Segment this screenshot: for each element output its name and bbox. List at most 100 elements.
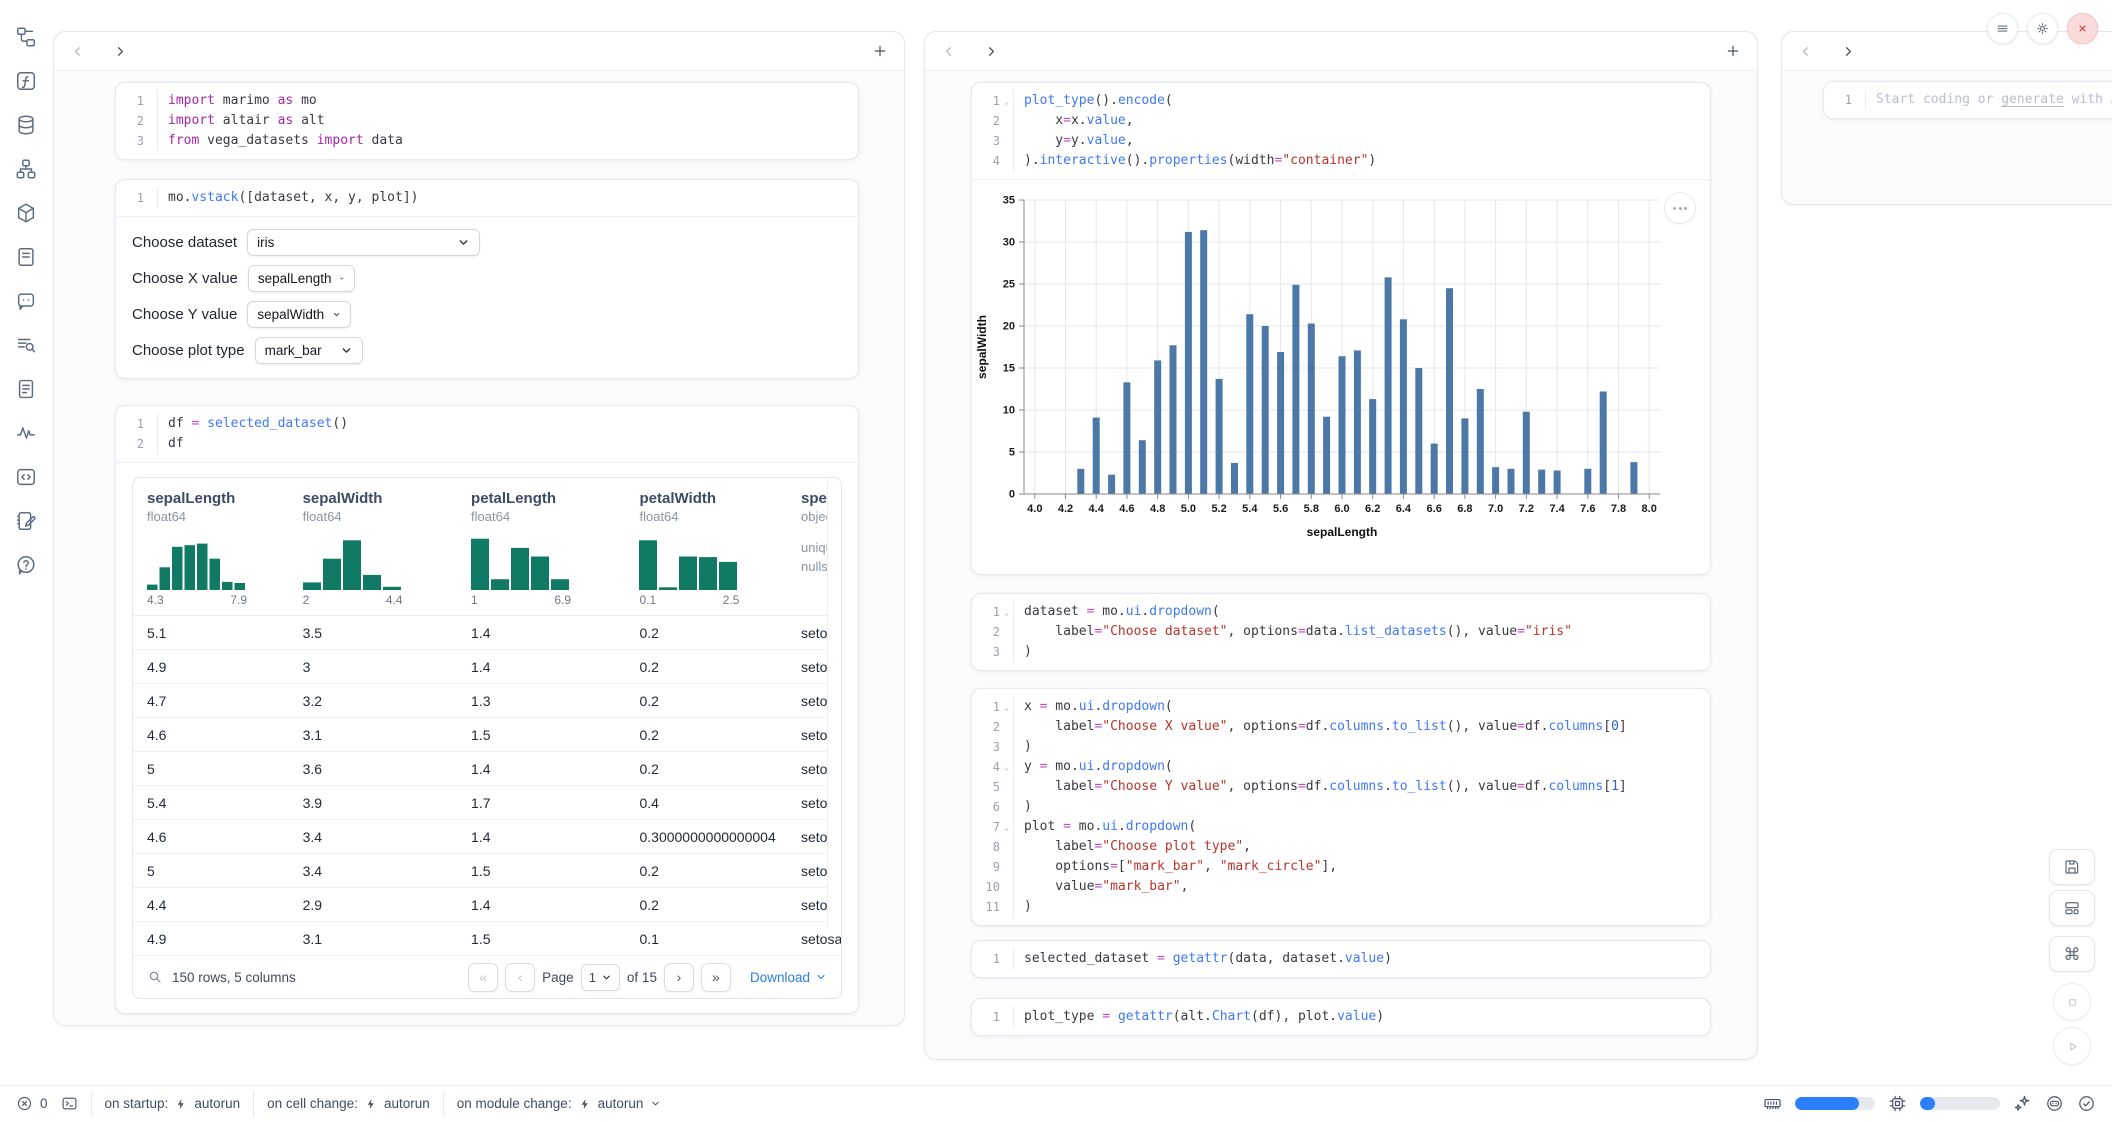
sidebar-item-help[interactable]	[9, 550, 43, 580]
code-editor[interactable]: 1 plot_type = getattr(alt.Chart(df), plot…	[972, 999, 1710, 1035]
code-editor[interactable]: 1 ⌄ x = mo.ui.dropdown(2 label="Choose X v…	[972, 689, 1710, 925]
code-line: 1 selected_dataset = getattr(data, datase…	[972, 949, 1710, 969]
table-scrollbar[interactable]	[827, 478, 841, 930]
sidebar-item-document[interactable]	[9, 374, 43, 404]
page-number-select[interactable]: 1	[580, 963, 620, 991]
svg-text:4.4: 4.4	[1089, 503, 1105, 515]
last-page-button[interactable]: »	[700, 962, 731, 992]
menu-button[interactable]	[1987, 13, 2018, 44]
code-editor[interactable]: 1 selected_dataset = getattr(data, datase…	[972, 941, 1710, 977]
stop-button[interactable]	[2053, 983, 2091, 1021]
code-line: 1 ⌄ x = mo.ui.dropdown(	[972, 697, 1710, 717]
cpu-icon	[1889, 1095, 1906, 1112]
code-editor[interactable]: 1 import marimo as mo 2 import altair as al…	[116, 83, 858, 159]
sidebar-item-dependency-graph[interactable]	[9, 154, 43, 184]
table-cell: 0.4	[639, 794, 659, 811]
table-cell: 1.7	[471, 794, 491, 811]
settings-button[interactable]	[2027, 13, 2058, 44]
sidebar-item-package[interactable]	[9, 198, 43, 228]
terminal-icon	[62, 1097, 76, 1110]
sidebar-item-list-search[interactable]	[9, 330, 43, 360]
svg-text:4.6: 4.6	[1119, 503, 1134, 515]
column-header-sepalWidth[interactable]: sepalWidth float64 2 4.4	[302, 490, 403, 607]
column-histogram[interactable]	[147, 536, 247, 590]
plot-type-select[interactable]: mark_bar	[254, 337, 363, 364]
copilot-icon[interactable]	[2045, 1094, 2064, 1113]
x-value-select[interactable]: sepalLength	[247, 265, 355, 292]
column-header-sepalLength[interactable]: sepalLength float64 4.3 7.9	[147, 490, 247, 607]
table-footer: 150 rows, 5 columns « ‹ Page 1 of 15 › »…	[133, 956, 841, 998]
keyboard-shortcuts-button[interactable]: ⌘	[2049, 936, 2095, 972]
x-value-label: Choose X value	[132, 270, 238, 287]
chart-menu-button[interactable]	[1664, 192, 1696, 224]
table-row[interactable]: 5 3.4 1.5 0.2 setosa	[133, 854, 841, 888]
code-editor[interactable]: 1 ⌄ plot_type().encode(2 x=x.value, 3 y=y.v…	[972, 83, 1710, 179]
y-value-label: Choose Y value	[132, 306, 238, 323]
sidebar-item-activity[interactable]	[9, 418, 43, 448]
table-row[interactable]: 4.6 3.1 1.5 0.2 setosa	[133, 718, 841, 752]
code-editor[interactable]: 1 ⌄ dataset = mo.ui.dropdown(2 label="Choo…	[972, 594, 1710, 670]
chevron-left-icon[interactable]	[941, 44, 956, 59]
svg-text:4.8: 4.8	[1150, 503, 1165, 515]
table-row[interactable]: 4.4 2.9 1.4 0.2 setosa	[133, 888, 841, 922]
function-icon	[17, 72, 35, 90]
column-histogram[interactable]	[302, 536, 403, 590]
chevron-right-icon[interactable]	[984, 44, 999, 59]
add-cell-button[interactable]	[1725, 43, 1741, 59]
code-editor[interactable]: 1 mo.vstack([dataset, x, y, plot])	[116, 180, 858, 216]
next-page-button[interactable]: ›	[663, 962, 694, 992]
chevron-right-icon[interactable]	[1841, 44, 1856, 59]
control-row-y: Choose Y value sepalWidth	[132, 301, 842, 328]
ai-sparkle-icon[interactable]	[2013, 1094, 2032, 1113]
table-row[interactable]: 5.1 3.5 1.4 0.2 setosa	[133, 616, 841, 650]
sidebar-item-code-snippet[interactable]	[9, 462, 43, 492]
connection-status-icon[interactable]	[2077, 1094, 2096, 1113]
sidebar-item-database[interactable]	[9, 110, 43, 140]
runtime-config-0[interactable]: on startup: autorun	[104, 1096, 241, 1111]
save-button[interactable]	[2049, 849, 2095, 885]
y-value-select[interactable]: sepalWidth	[247, 301, 352, 328]
sidebar-item-file-tree[interactable]	[9, 22, 43, 52]
error-indicator[interactable]: 0	[16, 1095, 48, 1112]
code-line: 1 plot_type = getattr(alt.Chart(df), plot…	[972, 1007, 1710, 1027]
search-icon[interactable]	[147, 969, 163, 985]
runtime-config-2[interactable]: on module change: autorun	[457, 1096, 662, 1111]
sidebar-item-function[interactable]	[9, 66, 43, 96]
sidebar-item-scroll[interactable]	[9, 242, 43, 272]
code-cell-xyplot: 1 ⌄ x = mo.ui.dropdown(2 label="Choose X v…	[971, 688, 1711, 926]
svg-text:5.0: 5.0	[1181, 503, 1196, 515]
download-button[interactable]: Download	[750, 970, 827, 985]
code-line: 2 label="Choose X value", options=df.col…	[972, 717, 1710, 737]
terminal-button[interactable]	[61, 1095, 78, 1112]
dataset-select[interactable]: iris	[247, 229, 481, 256]
code-line: 1 mo.vstack([dataset, x, y, plot])	[116, 188, 858, 208]
column-histogram[interactable]	[639, 536, 739, 590]
chevron-left-icon[interactable]	[1798, 44, 1813, 59]
table-row[interactable]: 4.9 3 1.4 0.2 setosa	[133, 650, 841, 684]
run-button[interactable]	[2053, 1027, 2091, 1065]
add-cell-button[interactable]	[872, 43, 888, 59]
table-row[interactable]: 5 3.6 1.4 0.2 setosa	[133, 752, 841, 786]
table-row[interactable]: 4.6 3.4 1.4 0.3000000000000004 setosa	[133, 820, 841, 854]
column-histogram[interactable]	[471, 536, 571, 590]
code-snippet-icon	[17, 468, 35, 486]
sidebar-item-notebook-edit[interactable]	[9, 506, 43, 536]
first-page-button[interactable]: «	[468, 962, 499, 992]
chevron-right-icon[interactable]	[113, 44, 128, 59]
column-header-petalWidth[interactable]: petalWidth float64 0.1 2.5	[639, 490, 740, 607]
layout-toggle-button[interactable]	[2049, 890, 2095, 926]
svg-text:30: 30	[1003, 237, 1015, 249]
table-row[interactable]: 5.4 3.9 1.7 0.4 setosa	[133, 786, 841, 820]
table-row[interactable]: 4.9 3.1 1.5 0.1 setosa	[133, 922, 841, 956]
code-editor[interactable]: 1 df = selected_dataset() 2 df	[116, 406, 858, 462]
runtime-config-1[interactable]: on cell change: autorun	[267, 1096, 430, 1111]
previous-page-button[interactable]: ‹	[505, 962, 536, 992]
table-row[interactable]: 4.7 3.2 1.3 0.2 setosa	[133, 684, 841, 718]
close-scratchpad-button[interactable]	[2067, 13, 2098, 44]
bar-chart[interactable]: 4.0 4.2 4.4 4.6 4.8 5.0 5.2 5.4 5.6 5.8 6.0 6.2 6.4 6…	[972, 184, 1708, 572]
middle-column-panel: 1 ⌄ plot_type().encode(2 x=x.value, 3 y=y.v…	[924, 31, 1758, 1060]
sidebar-item-chatbot[interactable]	[9, 286, 43, 316]
chevron-left-icon[interactable]	[70, 44, 85, 59]
column-header-petalLength[interactable]: petalLength float64 1 6.9	[471, 490, 572, 607]
